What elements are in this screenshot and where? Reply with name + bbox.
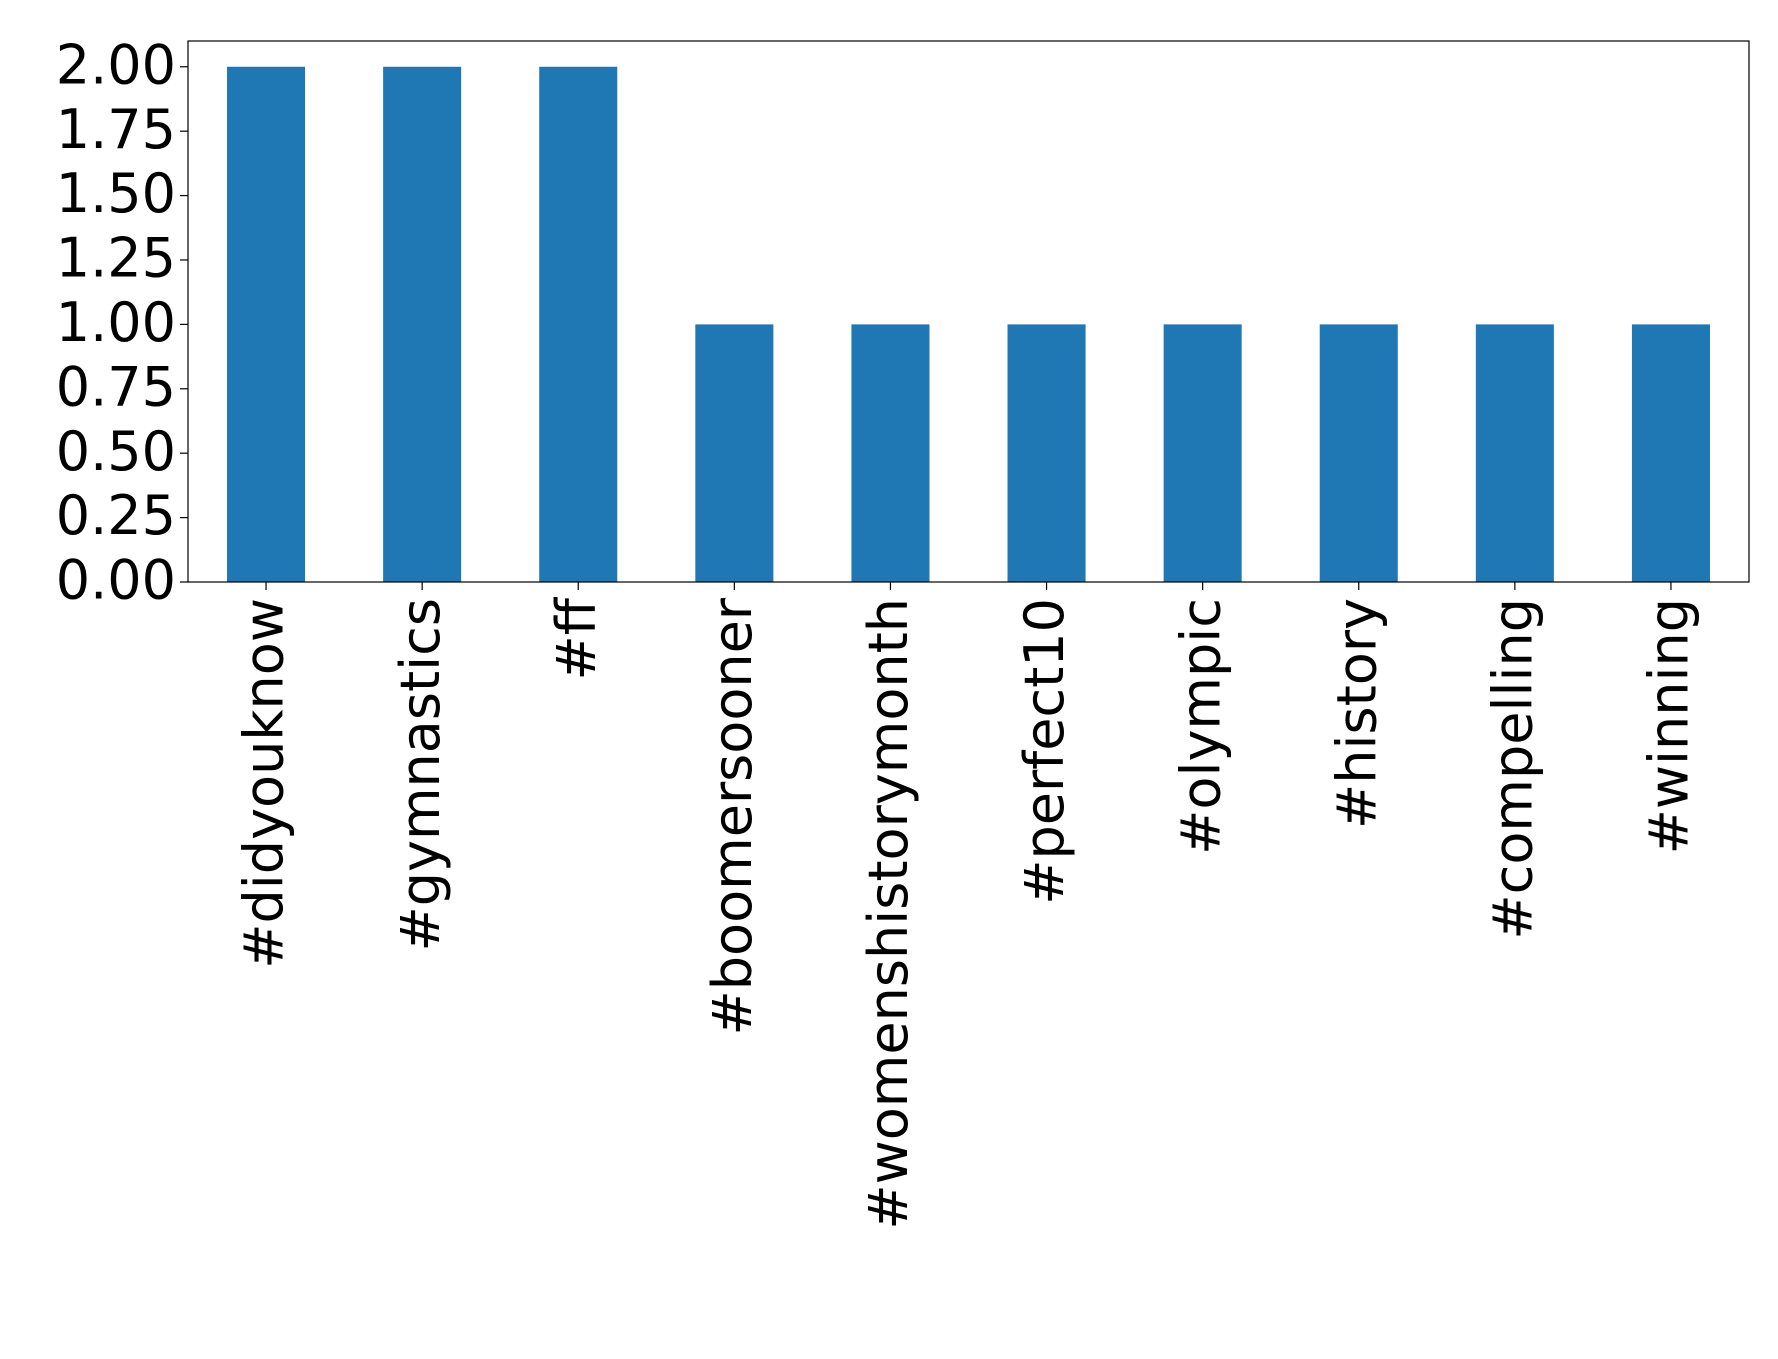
bar (383, 66, 462, 582)
x-tick-label: #gymnastics (389, 598, 452, 952)
y-tick-label: 0.00 (56, 549, 176, 612)
bar (539, 66, 618, 582)
y-tick-label: 0.50 (56, 420, 176, 483)
y-tick-label: 1.75 (56, 98, 176, 161)
bar (227, 66, 306, 582)
bar (1475, 324, 1554, 582)
y-tick-label: 1.00 (56, 291, 176, 354)
bar (851, 324, 930, 582)
y-tick-label: 1.50 (56, 162, 176, 225)
y-tick-label: 2.00 (56, 33, 176, 96)
bar (1631, 324, 1710, 582)
plot-frame (187, 40, 1750, 583)
bar (1007, 324, 1086, 582)
x-tick-label: #winning (1638, 598, 1701, 854)
x-tick-label: #olympic (1169, 598, 1232, 855)
x-tick-label: #ff (545, 596, 608, 680)
bar (1319, 324, 1398, 582)
y-tick-label: 0.25 (56, 484, 176, 547)
x-tick-label: #history (1325, 598, 1388, 829)
bar (1163, 324, 1242, 582)
x-tick-label: #womenshistorymonth (857, 598, 920, 1230)
y-tick-label: 0.75 (56, 355, 176, 418)
bar (695, 324, 774, 582)
x-tick-label: #boomersooner (701, 597, 764, 1035)
x-tick-label: #didyouknow (233, 598, 296, 969)
x-tick-label: #perfect10 (1013, 598, 1076, 905)
y-tick-label: 1.25 (56, 227, 176, 290)
x-tick-label: #compelling (1481, 598, 1544, 940)
